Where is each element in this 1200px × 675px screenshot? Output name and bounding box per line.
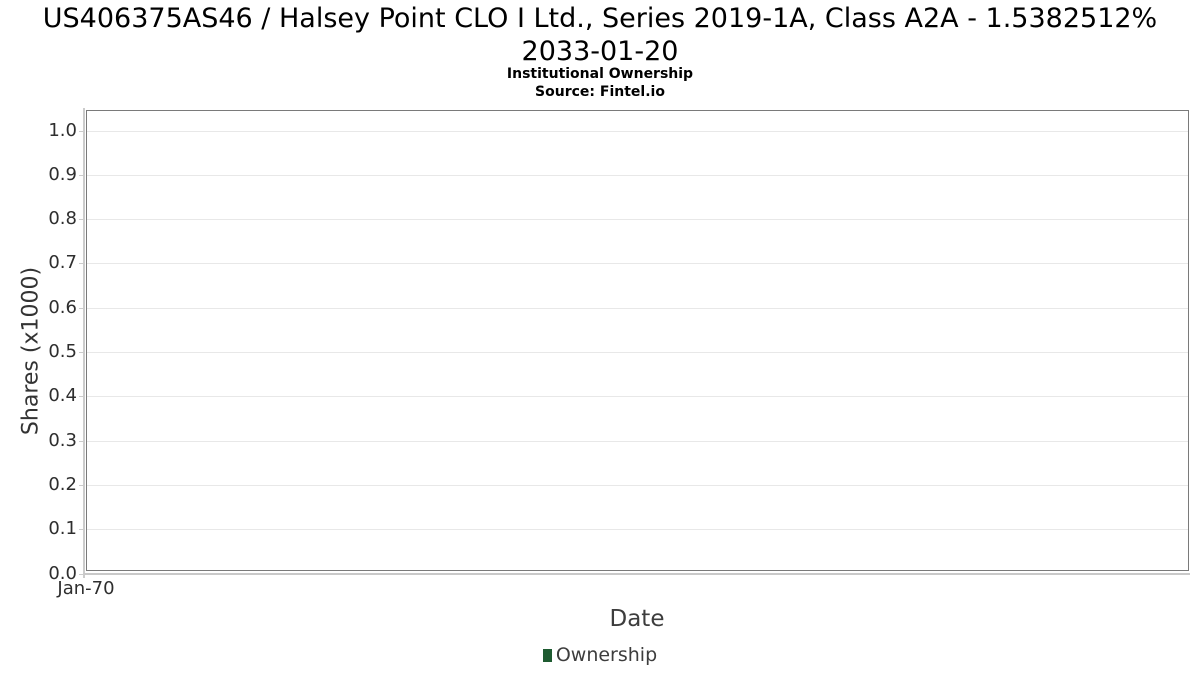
y-tick-label: 0.1 [48,518,77,540]
y-tick-mark [79,130,84,132]
y-tick-label: 0.2 [48,473,77,495]
y-tick-label: 0.4 [48,385,77,407]
legend-item-ownership[interactable]: Ownership [542,644,658,666]
y-gridline [87,440,1188,442]
x-axis-line [83,573,1190,575]
y-gridline [87,174,1188,176]
x-axis-title: Date [609,606,665,632]
y-tick-label: 0.6 [48,296,77,318]
y-gridline [87,263,1188,265]
y-tick-label: 0.7 [48,252,77,274]
y-gridline [87,484,1188,486]
y-gridline [87,307,1188,309]
y-tick-mark [79,219,84,221]
y-gridline [87,396,1188,398]
chart-source-credit: Source: Fintel.io [535,84,665,100]
y-axis-line [83,108,85,578]
y-tick-label: 0.5 [48,341,77,362]
legend: Ownership [0,644,1200,666]
chart-title: US406375AS46 / Halsey Point CLO I Ltd., … [0,2,1200,68]
y-tick-label: 0.9 [48,163,77,185]
y-tick-label: 1.0 [48,119,77,141]
legend-column-marker-icon [542,648,552,662]
chart-title-line2: 2033-01-20 [521,36,679,67]
y-tick-mark [79,440,84,442]
y-gridline [87,130,1188,132]
y-tick-label: 0.8 [48,208,77,230]
y-tick-mark [79,174,84,176]
y-tick-mark [79,573,84,575]
y-tick-mark [79,263,84,265]
plot-area [86,110,1189,571]
y-tick-mark [79,307,84,309]
y-tick-label: 0.3 [48,429,77,451]
y-tick-mark [79,352,84,353]
y-tick-label: 0.0 [48,562,77,584]
y-tick-mark [79,396,84,398]
legend-item-label: Ownership [555,644,658,666]
y-gridline [87,219,1188,221]
y-tick-mark [79,484,84,486]
y-gridline [87,529,1188,531]
y-gridline [87,352,1188,353]
chart-title-line1: US406375AS46 / Halsey Point CLO I Ltd., … [42,3,1158,34]
y-tick-mark [79,529,84,531]
x-tick-label: Jan-70 [57,578,115,599]
chart-subtitle: Institutional Ownership [506,66,694,82]
